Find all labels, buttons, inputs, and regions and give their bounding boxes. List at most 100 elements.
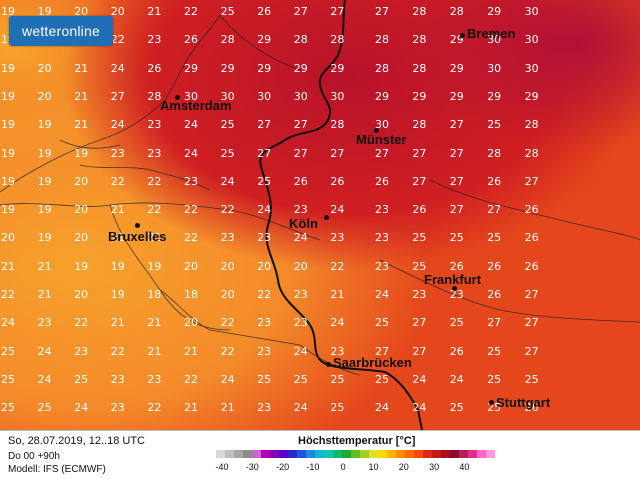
grid-temperature-value: 21 <box>74 118 89 132</box>
grid-temperature-value: 23 <box>110 372 125 386</box>
grid-temperature-value: 27 <box>487 203 502 217</box>
grid-temperature-value: 23 <box>147 33 162 47</box>
grid-temperature-value: 27 <box>257 118 272 132</box>
scale-swatch <box>378 450 387 458</box>
grid-temperature-value: 27 <box>110 89 125 103</box>
grid-temperature-value: 25 <box>487 344 502 358</box>
city-label[interactable]: Amsterdam <box>160 98 232 113</box>
city-label[interactable]: Köln <box>289 216 318 231</box>
scale-swatch <box>342 450 351 458</box>
grid-temperature-value: 20 <box>220 288 235 301</box>
grid-temperature-value: 29 <box>184 61 198 75</box>
grid-temperature-value: 25 <box>1 372 15 386</box>
grid-temperature-value: 25 <box>487 231 502 245</box>
grid-temperature-value: 24 <box>330 203 345 217</box>
city-label[interactable]: Bruxelles <box>108 229 167 244</box>
scale-label: 30 <box>429 462 440 472</box>
grid-temperature-value: 27 <box>524 288 539 301</box>
city-marker <box>374 128 379 133</box>
grid-temperature-value: 19 <box>110 288 125 301</box>
grid-temperature-value: 24 <box>110 118 125 132</box>
temperature-map: 19 19 20 20 21 22 25 26 27 27 27 28 28 29 30 19 19 20 22 23… <box>0 0 640 430</box>
scale-swatch <box>369 450 378 458</box>
scale-swatch <box>243 450 252 458</box>
grid-temperature-value: 22 <box>184 372 198 386</box>
grid-temperature-value: 24 <box>293 344 308 358</box>
grid-temperature-value: 21 <box>1 259 15 273</box>
date-line: So, 28.07.2019, 12..18 UTC <box>8 435 145 447</box>
grid-temperature-value: 24 <box>293 231 308 245</box>
city-marker <box>326 362 331 367</box>
grid-temperature-value: 21 <box>184 401 198 415</box>
grid-temperature-value: 26 <box>487 174 502 188</box>
grid-temperature-value: 22 <box>74 316 89 330</box>
grid-temperature-value: 30 <box>330 89 345 103</box>
grid-temperature-value: 26 <box>449 259 464 273</box>
grid-temperature-value: 25 <box>524 372 539 386</box>
scale-swatch <box>333 450 342 458</box>
grid-temperature-value: 21 <box>37 288 52 301</box>
grid-temperature-value: 29 <box>375 89 389 103</box>
grid-temperature-value: 30 <box>257 89 272 103</box>
wetteronline-logo[interactable]: wetteronline <box>9 16 113 46</box>
grid-temperature-value: 20 <box>257 259 272 273</box>
grid-temperature-value: 28 <box>330 118 345 132</box>
grid-temperature-value: 22 <box>110 33 125 47</box>
scale-swatch <box>351 450 360 458</box>
grid-temperature-value: 19 <box>1 203 15 217</box>
grid-temperature-value: 22 <box>1 288 15 301</box>
grid-temperature-value: 25 <box>220 5 235 18</box>
grid-temperature-value: 24 <box>110 61 125 75</box>
grid-temperature-value: 22 <box>257 288 272 301</box>
grid-temperature-value: 24 <box>37 372 52 386</box>
grid-temperature-value: 27 <box>293 146 308 160</box>
grid-temperature-value: 23 <box>375 231 389 245</box>
germany-border <box>259 0 423 430</box>
scale-swatch <box>477 450 486 458</box>
grid-temperature-value: 19 <box>37 118 52 132</box>
logo-text: wetteronline <box>22 23 100 39</box>
scale-swatch <box>216 450 225 458</box>
city-label[interactable]: Stuttgart <box>496 395 551 410</box>
city-label[interactable]: Bremen <box>467 26 516 41</box>
grid-temperature-value: 28 <box>487 146 502 160</box>
grid-temperature-value: 23 <box>257 401 272 415</box>
map-background <box>0 0 640 430</box>
grid-temperature-value: 23 <box>147 146 162 160</box>
model-line: Modell: IFS (ECMWF) <box>8 464 106 475</box>
grid-temperature-value: 26 <box>184 33 198 47</box>
scale-label: -30 <box>245 462 259 472</box>
scale-swatch <box>405 450 414 458</box>
grid-temperature-value: 21 <box>37 259 52 273</box>
grid-temperature-value: 24 <box>330 316 345 330</box>
grid-temperature-value: 21 <box>110 203 125 217</box>
scale-swatch <box>423 450 432 458</box>
grid-temperature-value: 29 <box>487 5 502 18</box>
grid-temperature-value: 27 <box>524 316 539 330</box>
city-marker <box>175 95 180 100</box>
grid-temperature-value: 26 <box>147 61 162 75</box>
city-label[interactable]: Münster <box>356 132 407 147</box>
grid-temperature-value: 20 <box>1 231 15 245</box>
grid-temperature-value: 24 <box>220 372 235 386</box>
city-marker <box>324 215 329 220</box>
grid-temperature-value: 20 <box>184 259 198 273</box>
grid-temperature-value: 23 <box>220 231 235 245</box>
grid-temperature-value: 19 <box>37 231 52 245</box>
grid-temperature-value: 19 <box>74 146 89 160</box>
city-label[interactable]: Saarbrücken <box>333 355 412 370</box>
grid-temperature-value: 22 <box>110 344 125 358</box>
grid-temperature-value: 22 <box>220 344 235 358</box>
scale-swatch <box>459 450 468 458</box>
grid-temperature-value: 26 <box>293 174 308 188</box>
grid-temperature-value: 23 <box>330 231 345 245</box>
city-label[interactable]: Frankfurt <box>424 272 482 287</box>
grid-temperature-value: 22 <box>147 174 162 188</box>
grid-temperature-value: 21 <box>147 316 162 330</box>
grid-temperature-value: 23 <box>74 344 89 358</box>
grid-temperature-value: 22 <box>330 259 345 273</box>
grid-temperature-value: 23 <box>293 203 308 217</box>
grid-temperature-value: 23 <box>257 344 272 358</box>
grid-temperature-value: 20 <box>74 174 89 188</box>
grid-temperature-value: 19 <box>1 5 15 18</box>
